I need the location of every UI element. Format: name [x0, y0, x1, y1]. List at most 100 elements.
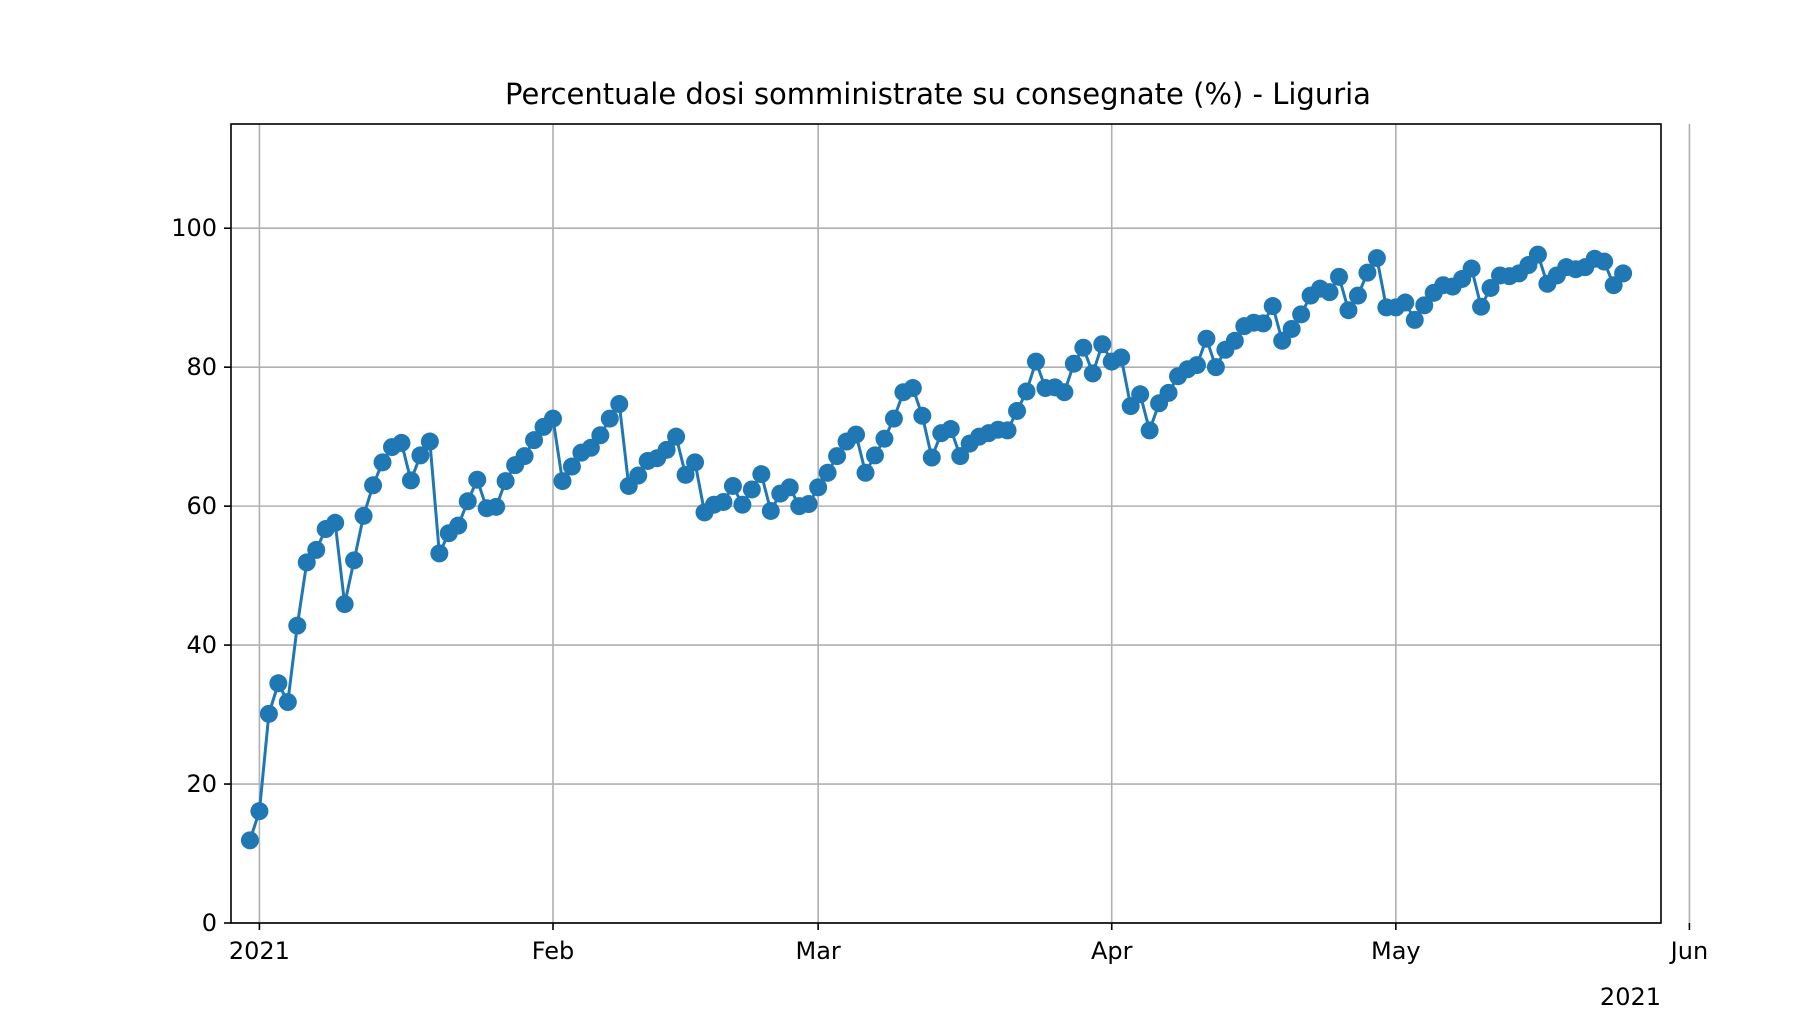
data-point: [1528, 245, 1547, 264]
data-point: [1263, 297, 1282, 316]
data-point: [657, 440, 676, 459]
data-point: [449, 516, 468, 535]
data-point: [1396, 293, 1415, 312]
data-point: [941, 420, 960, 439]
data-point: [269, 674, 288, 693]
data-point: [913, 406, 932, 425]
data-point: [1055, 383, 1074, 402]
data-point: [1083, 364, 1102, 383]
data-point: [1187, 356, 1206, 375]
data-point: [553, 472, 572, 491]
data-point: [1405, 310, 1424, 329]
y-tick-label: 80: [186, 353, 217, 381]
data-point: [496, 472, 515, 491]
data-point: [411, 446, 430, 465]
data-point: [761, 501, 780, 520]
data-point: [1026, 352, 1045, 371]
data-point: [1064, 354, 1083, 373]
plot-frame: [230, 123, 1662, 924]
data-point: [1614, 264, 1633, 283]
data-point: [1348, 286, 1367, 305]
data-point: [250, 802, 269, 821]
data-point: [420, 432, 439, 451]
data-point: [1159, 383, 1178, 402]
data-point: [809, 478, 828, 497]
data-point: [1093, 335, 1112, 354]
data-point: [1206, 358, 1225, 377]
data-point: [240, 831, 259, 850]
data-point: [676, 465, 695, 484]
data-point: [1462, 259, 1481, 278]
data-point: [562, 457, 581, 476]
data-point: [1292, 305, 1311, 324]
data-point: [1140, 421, 1159, 440]
y-tick-label: 0: [202, 909, 217, 937]
data-point: [392, 433, 411, 452]
data-point: [875, 429, 894, 448]
data-point: [1358, 263, 1377, 282]
data-point: [364, 476, 383, 495]
data-point: [742, 480, 761, 499]
data-point: [1112, 348, 1131, 367]
data-point: [1330, 267, 1349, 286]
y-tick-label: 40: [186, 631, 217, 659]
data-point: [1481, 278, 1500, 297]
data-point: [922, 448, 941, 467]
data-point: [1367, 249, 1386, 268]
data-point: [780, 478, 799, 497]
data-point: [458, 492, 477, 511]
data-point: [1074, 338, 1093, 357]
x-tick-label: Jun: [1669, 937, 1709, 965]
data-point: [818, 463, 837, 482]
data-point: [629, 466, 648, 485]
data-point: [430, 544, 449, 563]
data-point: [581, 438, 600, 457]
data-point: [752, 465, 771, 484]
y-tick-label: 20: [186, 770, 217, 798]
data-point: [828, 447, 847, 466]
data-point: [468, 470, 487, 489]
data-point: [1225, 331, 1244, 350]
data-point: [1017, 382, 1036, 401]
x-tick-label: Mar: [796, 937, 841, 965]
data-point: [1254, 314, 1273, 333]
data-point: [1320, 283, 1339, 302]
data-point: [856, 463, 875, 482]
data-point: [487, 497, 506, 516]
series: [240, 245, 1633, 850]
chart-title: Percentuale dosi somministrate su conseg…: [505, 77, 1371, 111]
data-point: [259, 704, 278, 723]
data-point: [799, 495, 818, 514]
data-point: [686, 453, 705, 472]
y-tick-label: 100: [171, 214, 217, 242]
tick-labels: 0 20 40 60 80 100 2021 Feb Mar Apr May Jun 2021: [171, 214, 1708, 1011]
data-point: [354, 506, 373, 525]
data-point: [600, 409, 619, 428]
data-point: [865, 446, 884, 465]
data-point: [401, 471, 420, 490]
data-point: [667, 427, 686, 446]
data-point: [1282, 319, 1301, 338]
data-point: [525, 431, 544, 450]
data-point: [1472, 297, 1491, 316]
data-point: [278, 693, 297, 712]
x-tick-label: May: [1371, 937, 1421, 965]
data-point: [543, 409, 562, 428]
data-point: [297, 553, 316, 572]
data-point: [998, 421, 1017, 440]
x-tick-label: 2021: [229, 937, 290, 965]
data-point: [1415, 296, 1434, 315]
data-point: [1008, 401, 1027, 420]
x-tick-label: Apr: [1091, 937, 1133, 965]
data-point: [951, 447, 970, 466]
data-point: [723, 476, 742, 495]
data-point: [326, 513, 345, 532]
data-point: [847, 425, 866, 444]
data-point: [373, 453, 392, 472]
data-point: [1131, 385, 1150, 404]
data-point: [1595, 252, 1614, 271]
data-point: [884, 409, 903, 428]
data-point: [515, 447, 534, 466]
data-point: [610, 395, 629, 413]
data-point: [714, 492, 733, 511]
